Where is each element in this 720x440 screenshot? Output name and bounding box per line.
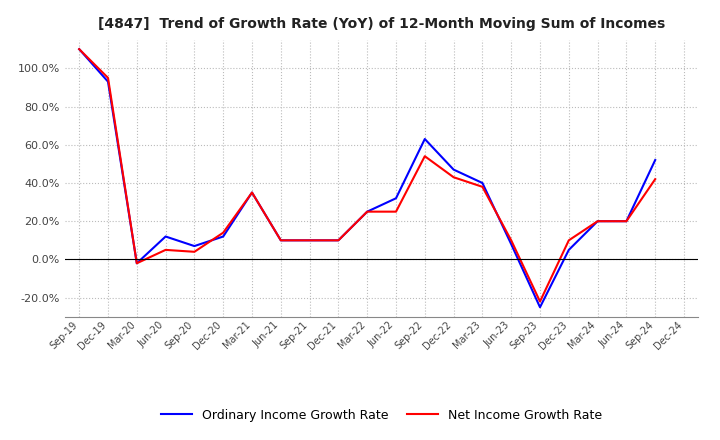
Net Income Growth Rate: [248, 190, 256, 195]
Ordinary Income Growth Rate: [161, 234, 170, 239]
Net Income Growth Rate: [507, 238, 516, 243]
Ordinary Income Growth Rate: [248, 190, 256, 195]
Ordinary Income Growth Rate: [363, 209, 372, 214]
Net Income Growth Rate: [478, 184, 487, 190]
Legend: Ordinary Income Growth Rate, Net Income Growth Rate: Ordinary Income Growth Rate, Net Income …: [156, 404, 608, 427]
Net Income Growth Rate: [564, 238, 573, 243]
Net Income Growth Rate: [420, 154, 429, 159]
Title: [4847]  Trend of Growth Rate (YoY) of 12-Month Moving Sum of Incomes: [4847] Trend of Growth Rate (YoY) of 12-…: [98, 18, 665, 32]
Ordinary Income Growth Rate: [75, 47, 84, 52]
Net Income Growth Rate: [363, 209, 372, 214]
Ordinary Income Growth Rate: [219, 234, 228, 239]
Ordinary Income Growth Rate: [392, 196, 400, 201]
Net Income Growth Rate: [593, 219, 602, 224]
Net Income Growth Rate: [75, 47, 84, 52]
Ordinary Income Growth Rate: [276, 238, 285, 243]
Ordinary Income Growth Rate: [449, 167, 458, 172]
Net Income Growth Rate: [104, 75, 112, 81]
Ordinary Income Growth Rate: [420, 136, 429, 142]
Ordinary Income Growth Rate: [190, 243, 199, 249]
Net Income Growth Rate: [536, 299, 544, 304]
Ordinary Income Growth Rate: [507, 242, 516, 247]
Line: Ordinary Income Growth Rate: Ordinary Income Growth Rate: [79, 49, 655, 307]
Ordinary Income Growth Rate: [622, 219, 631, 224]
Ordinary Income Growth Rate: [651, 158, 660, 163]
Ordinary Income Growth Rate: [305, 238, 314, 243]
Net Income Growth Rate: [219, 230, 228, 235]
Net Income Growth Rate: [161, 247, 170, 253]
Net Income Growth Rate: [334, 238, 343, 243]
Ordinary Income Growth Rate: [593, 219, 602, 224]
Line: Net Income Growth Rate: Net Income Growth Rate: [79, 49, 655, 301]
Net Income Growth Rate: [392, 209, 400, 214]
Ordinary Income Growth Rate: [132, 260, 141, 266]
Ordinary Income Growth Rate: [478, 180, 487, 186]
Net Income Growth Rate: [622, 219, 631, 224]
Ordinary Income Growth Rate: [564, 247, 573, 253]
Net Income Growth Rate: [305, 238, 314, 243]
Ordinary Income Growth Rate: [104, 79, 112, 84]
Ordinary Income Growth Rate: [334, 238, 343, 243]
Net Income Growth Rate: [132, 260, 141, 266]
Net Income Growth Rate: [276, 238, 285, 243]
Net Income Growth Rate: [651, 176, 660, 182]
Ordinary Income Growth Rate: [536, 304, 544, 310]
Net Income Growth Rate: [449, 175, 458, 180]
Net Income Growth Rate: [190, 249, 199, 254]
